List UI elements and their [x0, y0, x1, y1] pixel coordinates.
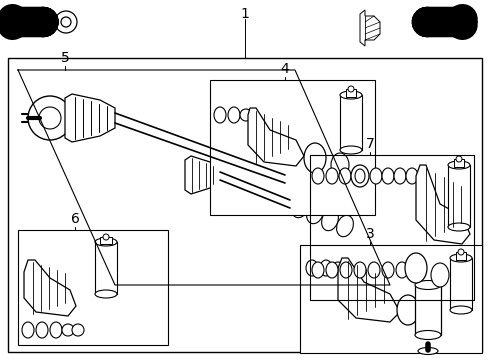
Circle shape	[72, 324, 84, 336]
Ellipse shape	[339, 168, 351, 184]
Bar	[100, 237, 112, 244]
Ellipse shape	[382, 168, 394, 184]
Circle shape	[332, 262, 344, 274]
Ellipse shape	[331, 153, 349, 177]
Text: 8: 8	[433, 15, 442, 29]
Circle shape	[55, 11, 77, 33]
Ellipse shape	[340, 146, 362, 154]
Circle shape	[456, 156, 462, 162]
Text: 7: 7	[366, 137, 374, 151]
Ellipse shape	[354, 262, 366, 278]
Text: 4: 4	[281, 62, 290, 76]
Ellipse shape	[228, 107, 240, 123]
Ellipse shape	[50, 322, 62, 338]
Ellipse shape	[292, 196, 308, 218]
Polygon shape	[185, 156, 220, 194]
Bar	[448, 165, 470, 227]
Ellipse shape	[396, 262, 408, 278]
Text: 3: 3	[366, 227, 374, 241]
Ellipse shape	[214, 107, 226, 123]
Text: 1: 1	[241, 7, 249, 21]
Ellipse shape	[36, 322, 48, 338]
Ellipse shape	[448, 223, 470, 231]
Bar	[95, 242, 117, 294]
Ellipse shape	[312, 168, 324, 184]
Polygon shape	[65, 94, 115, 142]
Circle shape	[458, 249, 464, 255]
Ellipse shape	[312, 262, 324, 278]
Ellipse shape	[326, 168, 338, 184]
Ellipse shape	[340, 262, 352, 278]
Ellipse shape	[431, 263, 449, 287]
Ellipse shape	[351, 165, 369, 187]
Ellipse shape	[326, 262, 338, 278]
Polygon shape	[360, 10, 380, 46]
Circle shape	[62, 324, 74, 336]
Text: 6: 6	[71, 212, 79, 226]
Circle shape	[240, 109, 252, 121]
Circle shape	[28, 96, 72, 140]
Ellipse shape	[415, 280, 441, 289]
Polygon shape	[416, 165, 470, 244]
Ellipse shape	[304, 143, 326, 173]
Ellipse shape	[450, 306, 472, 314]
Circle shape	[103, 234, 109, 240]
Circle shape	[39, 107, 61, 129]
Ellipse shape	[370, 168, 382, 184]
Ellipse shape	[382, 262, 394, 278]
Ellipse shape	[95, 238, 117, 246]
Bar	[450, 258, 472, 310]
Ellipse shape	[397, 295, 419, 325]
Ellipse shape	[415, 330, 441, 339]
Ellipse shape	[406, 168, 418, 184]
Ellipse shape	[95, 290, 117, 298]
Ellipse shape	[368, 262, 380, 278]
Ellipse shape	[306, 260, 318, 276]
Ellipse shape	[450, 254, 472, 262]
Text: 2: 2	[25, 15, 34, 29]
Bar	[300, 245, 482, 353]
Ellipse shape	[405, 253, 427, 283]
Bar	[346, 89, 356, 97]
Polygon shape	[338, 258, 400, 322]
Bar	[8, 58, 482, 352]
Bar	[456, 252, 466, 260]
Bar	[18, 230, 168, 345]
Ellipse shape	[418, 347, 438, 355]
Ellipse shape	[355, 169, 365, 183]
Ellipse shape	[22, 322, 34, 338]
Polygon shape	[24, 260, 76, 316]
Ellipse shape	[321, 209, 339, 231]
Ellipse shape	[394, 168, 406, 184]
Circle shape	[61, 17, 71, 27]
Bar	[454, 159, 464, 167]
Bar	[415, 285, 441, 335]
Text: 5: 5	[61, 51, 70, 65]
Ellipse shape	[340, 91, 362, 99]
Ellipse shape	[448, 161, 470, 169]
Ellipse shape	[320, 260, 332, 276]
Ellipse shape	[337, 215, 353, 237]
Circle shape	[348, 86, 354, 92]
Polygon shape	[248, 108, 304, 166]
Bar	[210, 80, 375, 215]
Ellipse shape	[307, 202, 323, 224]
Bar	[340, 95, 362, 150]
